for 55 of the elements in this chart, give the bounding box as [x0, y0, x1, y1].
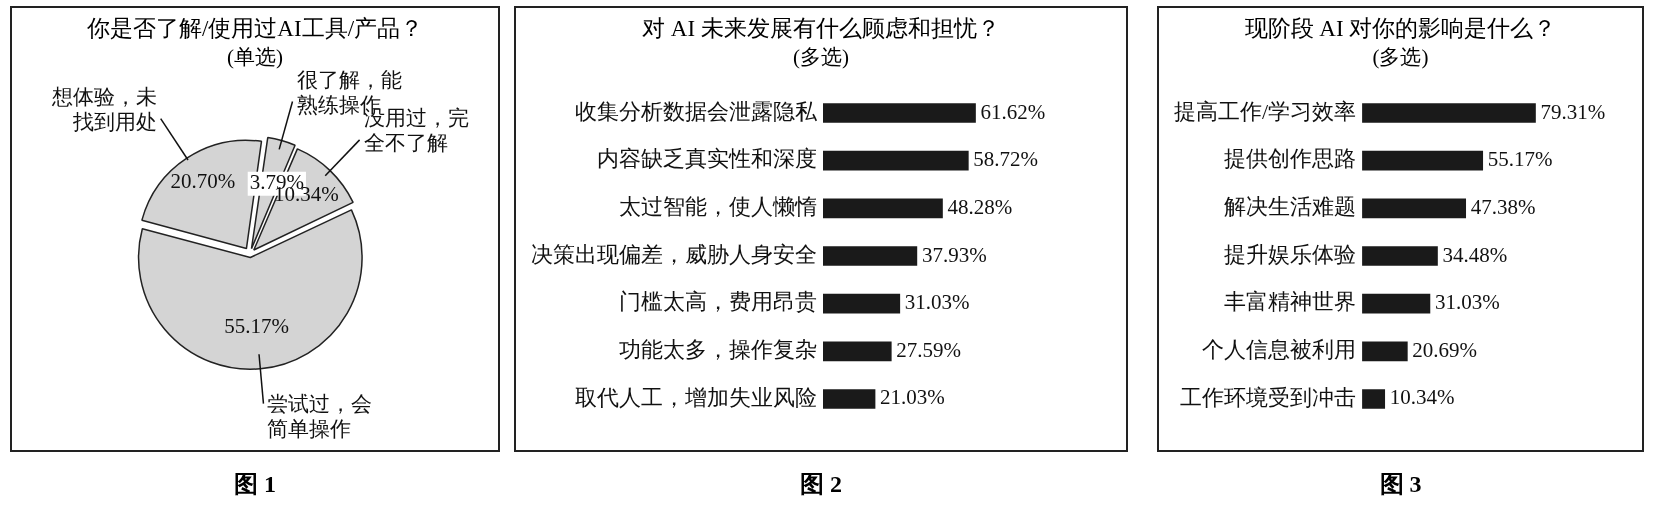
- bar: [823, 246, 918, 266]
- y-tick-label: 丰富精神世界: [1224, 289, 1357, 315]
- y-tick-label: 太过智能，使人懒惰: [619, 194, 817, 220]
- caption: 图 2: [799, 470, 843, 499]
- chart-title: 对 AI 未来发展有什么顾虑和担忧？: [641, 15, 1001, 43]
- y-tick-label: 提供创作思路: [1224, 146, 1357, 172]
- data-label: 47.38%: [1470, 194, 1536, 219]
- y-tick-label: 解决生活难题: [1224, 194, 1357, 220]
- chart-title: 现阶段 AI 对你的影响是什么？: [1243, 15, 1558, 43]
- data-label: 55.17%: [1487, 147, 1553, 172]
- y-tick-label: 个人信息被利用: [1202, 337, 1357, 363]
- data-label: 61.62%: [980, 99, 1046, 124]
- slice-label: 尝试过，会简单操作: [267, 391, 373, 441]
- data-label: 58.72%: [973, 147, 1039, 172]
- chart-subtitle: (多选): [1371, 44, 1430, 70]
- bar: [823, 103, 976, 123]
- caption: 图 3: [1378, 470, 1423, 499]
- y-tick-label: 取代人工，增加失业风险: [575, 384, 817, 410]
- chart-subtitle: (单选): [227, 45, 283, 69]
- bar: [823, 341, 892, 362]
- data-label: 48.28%: [947, 194, 1013, 219]
- data-label: 20.69%: [1412, 337, 1478, 362]
- data-label: 21.03%: [880, 385, 945, 410]
- data-label: 10.34%: [1389, 385, 1455, 410]
- chart-title: 你是否了解/使用过AI工具/产品？: [85, 15, 425, 43]
- bar: [823, 198, 943, 219]
- data-label: 34.48%: [1442, 242, 1508, 267]
- data-label: 20.70%: [170, 169, 236, 194]
- data-label: 31.03%: [904, 290, 970, 315]
- data-label: 27.59%: [896, 337, 962, 362]
- y-tick-label: 门槛太高，费用昂贵: [619, 289, 817, 315]
- y-tick-label: 提高工作/学习效率: [1173, 98, 1357, 124]
- bar: [823, 150, 969, 171]
- slice-label: 想体验，未找到用处: [50, 84, 157, 134]
- y-tick-label: 收集分析数据会泄露隐私: [575, 98, 818, 124]
- data-label: 31.03%: [1434, 290, 1500, 315]
- bar: [1362, 103, 1536, 123]
- bar: [823, 389, 876, 409]
- bar: [1362, 150, 1484, 171]
- y-tick-label: 提升娱乐体验: [1224, 241, 1357, 267]
- y-tick-label: 功能太多，操作复杂: [619, 337, 817, 363]
- y-tick-label: 工作环境受到冲击: [1180, 384, 1357, 410]
- y-tick-label: 内容缺乏真实性和深度: [597, 146, 817, 172]
- bar: [823, 293, 901, 314]
- bar: [1362, 389, 1386, 409]
- data-label: 55.17%: [224, 313, 289, 338]
- data-label: 79.31%: [1540, 99, 1606, 124]
- bar: [1362, 246, 1438, 266]
- bar: [1362, 198, 1467, 219]
- chart-subtitle: (多选): [792, 44, 850, 70]
- caption: 图 1: [233, 470, 277, 499]
- y-tick-label: 决策出现偏差，威胁人身安全: [531, 241, 817, 267]
- data-label: 37.93%: [921, 242, 987, 267]
- bar: [1362, 293, 1431, 314]
- bar: [1362, 341, 1408, 362]
